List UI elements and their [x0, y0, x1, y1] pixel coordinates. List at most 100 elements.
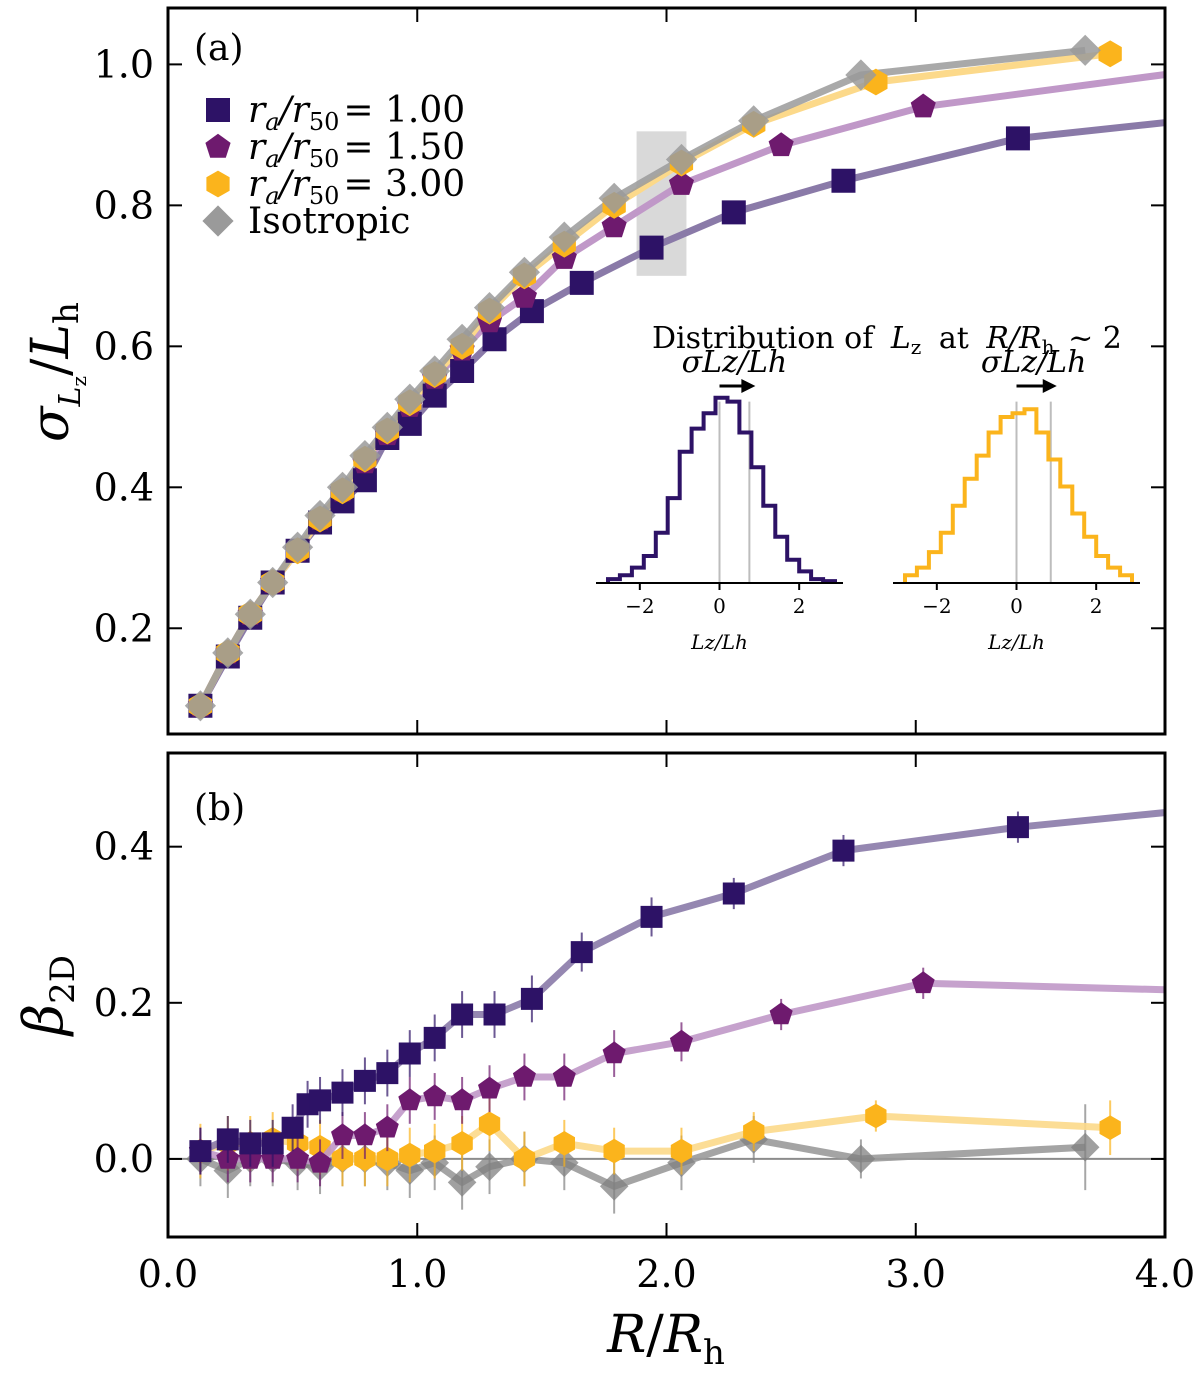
legend-label-sub: a [265, 108, 279, 136]
marker-iso [475, 1152, 504, 1181]
marker-ra300 [331, 1146, 354, 1172]
legend-label-r: r [248, 90, 267, 131]
marker-ra100 [353, 1069, 376, 1092]
panel-a-label: (a) [194, 28, 244, 69]
inset-title-var: L [890, 321, 911, 356]
marker-ra300 [376, 1146, 398, 1172]
marker-ra150 [911, 971, 935, 994]
marker-ra100 [398, 1042, 421, 1065]
panel-a-ytick-label: 0.6 [94, 324, 154, 368]
marker-ra100 [451, 1003, 474, 1026]
marker-iso [349, 440, 381, 472]
marker-ra150 [602, 1041, 626, 1064]
marker-ra150 [286, 1146, 310, 1169]
inset-xlabel: Lz/Lh [690, 630, 748, 654]
marker-ra100 [1006, 816, 1029, 839]
marker-ra300 [670, 1138, 693, 1164]
inset-arrow-head [741, 379, 756, 393]
marker-iso [371, 411, 403, 443]
marker-ra300 [478, 1111, 501, 1137]
panel-b-x-ticks: 0.0 1.0 2.0 3.0 4.0 [138, 753, 1195, 1296]
panel-b-xtick-label: 2.0 [636, 1252, 696, 1296]
inset-xtick-label: −2 [625, 594, 654, 618]
x-axis-title: R/Rh [606, 1305, 725, 1369]
marker-ra150 [552, 1064, 576, 1087]
marker-ra150 [668, 171, 694, 195]
panel-b-y-ticks: 0.0 0.2 0.4 [94, 825, 1165, 1181]
panel-b-xtick-label: 1.0 [387, 1252, 447, 1296]
marker-iso [845, 59, 877, 91]
marker-ra150 [511, 283, 537, 308]
marker-ra300 [354, 1146, 376, 1172]
marker-ra150 [910, 93, 936, 118]
legend-label-value: = 3.00 [343, 164, 465, 205]
marker-iso [234, 598, 266, 630]
marker-ra100 [397, 411, 422, 436]
panel-b-y-axis-title: β2D [12, 955, 83, 1037]
marker-ra100 [239, 1132, 262, 1155]
legend-label-ra300: ra/r50 = 3.00 [248, 164, 465, 210]
marker-ra100 [482, 327, 507, 352]
marker-iso [473, 292, 506, 324]
marker-ra150 [423, 1084, 447, 1107]
marker-ra100 [483, 1003, 506, 1026]
panel-a-ytick-label: 0.2 [94, 606, 154, 650]
panel-b-plot-area [168, 809, 1165, 1214]
legend-label-r: r [248, 164, 267, 205]
inset-title-prefix: Distribution of [652, 321, 875, 356]
marker-ra150 [769, 1002, 793, 1025]
marker-iso [304, 499, 336, 532]
marker-ra150 [331, 1123, 354, 1146]
panel-a-ytick-label: 0.8 [94, 183, 154, 227]
inset-annotation: σLz/Lh [981, 345, 1087, 380]
marker-ra150 [375, 1115, 399, 1138]
marker-ra150 [512, 1064, 536, 1087]
marker-ra100 [423, 1026, 446, 1049]
marker-ra150 [398, 1088, 422, 1111]
marker-iso [508, 256, 540, 288]
inset-title-ratio-sub: h [1042, 335, 1055, 359]
legend-label-sub: a [265, 182, 279, 210]
marker-ra100 [189, 1140, 212, 1163]
inset-title-suffix: ~ 2 [1068, 321, 1122, 356]
marker-ra100 [216, 1128, 239, 1151]
inset-annotation: σLz/Lh [682, 345, 788, 380]
legend-label-value: = 1.50 [343, 127, 465, 168]
inset-xlabel: Lz/Lh [987, 630, 1045, 654]
marker-ra300 [743, 1119, 765, 1144]
inset-xtick-label: 2 [793, 594, 806, 618]
legend-label-value: = 1.00 [343, 90, 465, 131]
marker-ra300 [451, 1131, 473, 1156]
marker-ra100 [1005, 126, 1030, 151]
inset-xtick-label: 2 [1090, 594, 1103, 618]
inset-title-mid: at [939, 321, 969, 356]
marker-ra300 [865, 1103, 887, 1129]
legend-label-ra150: ra/r50 = 1.50 [248, 127, 465, 173]
marker-ra100 [721, 200, 746, 225]
marker-ra300 [1099, 1115, 1121, 1140]
panel-b-xtick-label: 4.0 [1135, 1252, 1195, 1296]
marker-ra100 [376, 1062, 399, 1085]
marker-ra150 [478, 1076, 501, 1099]
marker-ra100 [569, 270, 594, 295]
marker-iso [447, 1168, 477, 1197]
inset-arrow-head [1042, 379, 1057, 393]
marker-ra300 [424, 1138, 446, 1164]
panel-a-plot-area [184, 34, 1165, 722]
panel-a-x-ticks [167, 8, 1166, 734]
inset-title: Distribution of Lz at R/Rh ~ 2 [652, 321, 1122, 362]
marker-ra100 [450, 359, 475, 383]
legend-marker-iso [202, 205, 234, 237]
marker-iso [1070, 1132, 1100, 1162]
panel-a-ytick-label: 0.4 [94, 465, 154, 509]
legend-label-slash: /r [277, 164, 311, 205]
marker-ra100 [831, 168, 856, 193]
marker-ra150 [669, 1029, 693, 1052]
marker-ra100 [520, 987, 543, 1010]
marker-ra150 [353, 1123, 377, 1146]
panel-b-xtick-label: 0.0 [138, 1252, 198, 1296]
legend-label-sub: a [265, 145, 279, 173]
